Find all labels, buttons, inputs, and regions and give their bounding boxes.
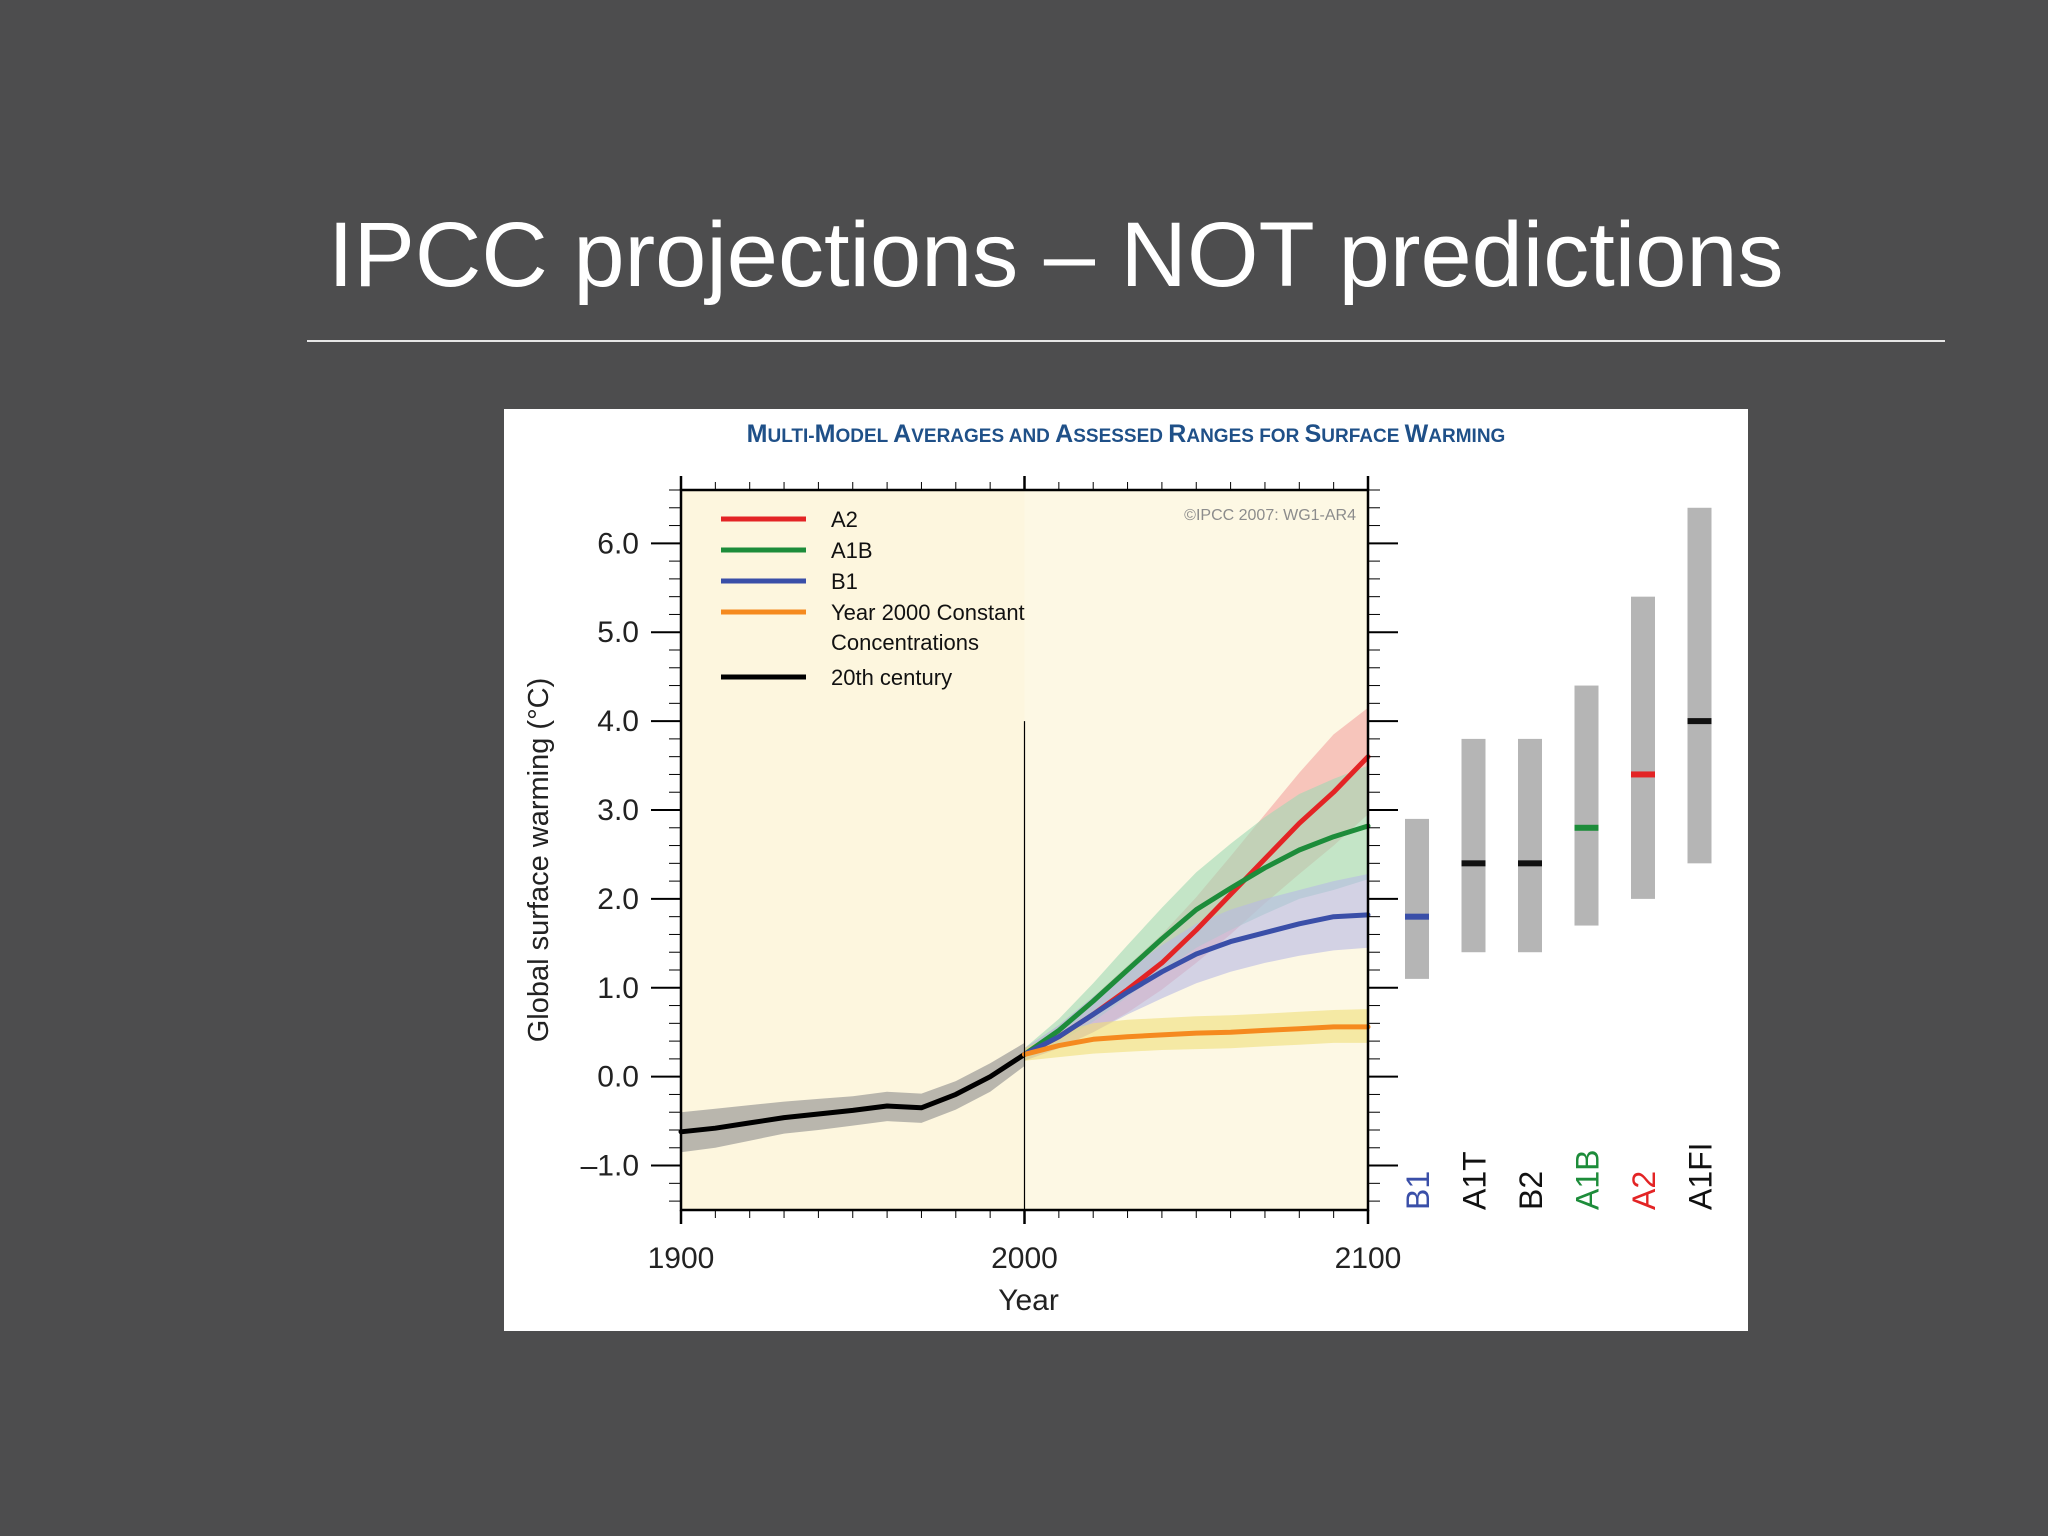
y-tick-label: 4.0 [597,705,639,738]
series-line-a1b [1022,823,1371,1057]
range-label-a1t: A1T [1457,1151,1493,1210]
series-line-b1 [1022,912,1371,1057]
x-axis-label: Year [998,1284,1059,1317]
legend-label-b1: B1 [831,569,858,594]
range-bar-b1 [1405,818,1429,979]
x-tick-label: 2100 [1335,1242,1402,1275]
band-a2 [1024,707,1368,1061]
range-label-a2: A2 [1626,1171,1662,1210]
y-tick-label: 5.0 [597,616,639,649]
y-tick-label: –1.0 [581,1150,639,1183]
y-tick-label: 0.0 [597,1061,639,1094]
title-divider [307,340,1945,342]
range-label-b2: B2 [1513,1171,1549,1210]
range-bar-a1fi [1687,507,1712,864]
x-tick-label: 2000 [991,1242,1058,1275]
y-tick-label: 3.0 [597,794,639,827]
range-label-a1b: A1B [1570,1150,1606,1210]
legend-label-year-2000-constant-concentrations: Concentrations [831,630,979,655]
range-best-b2 [1518,860,1542,867]
range-bar-a1b [1574,685,1599,926]
y-tick-label: 6.0 [597,527,639,560]
range-label-b1: B1 [1400,1171,1436,1210]
band-20th-century [681,1042,1025,1153]
legend-label-year-2000-constant-concentrations: Year 2000 Constant [831,600,1025,625]
legend-label-a2: A2 [831,507,858,532]
legend-label-a1b: A1B [831,538,873,563]
range-best-a2 [1631,771,1655,778]
legend-label-20th-century: 20th century [831,665,952,690]
range-best-a1fi [1687,718,1712,725]
x-tick-label: 1900 [648,1242,715,1275]
range-bar-a2 [1631,596,1655,899]
copyright-text: ©IPCC 2007: WG1-AR4 [1184,507,1356,524]
range-label-a1fi: A1FI [1683,1142,1719,1210]
range-bar-a1t [1461,738,1486,953]
series-line-20th-century [678,1051,1027,1135]
slide-title: IPCC projections – NOT predictions [328,204,1784,306]
figure-title: MULTI-MODEL AVERAGES AND ASSESSED RANGES… [747,420,1506,448]
y-axis-label: Global surface warming (°C) [523,678,555,1043]
range-best-a1b [1574,824,1599,831]
warming-chart: MULTI-MODEL AVERAGES AND ASSESSED RANGES… [523,420,1719,1317]
range-bar-b2 [1518,738,1542,953]
y-tick-label: 1.0 [597,972,639,1005]
y-tick-label: 2.0 [597,883,639,916]
range-best-a1t [1461,860,1486,867]
range-best-b1 [1405,913,1429,920]
ipcc-figure: MULTI-MODEL AVERAGES AND ASSESSED RANGES… [504,409,1748,1331]
series-line-year-2000-constant-concentrations [1022,1024,1371,1057]
legend: A2 A1B B1 Year 2000 Constant Concentrations 2… [721,507,1025,690]
band-b1 [1024,874,1368,1061]
